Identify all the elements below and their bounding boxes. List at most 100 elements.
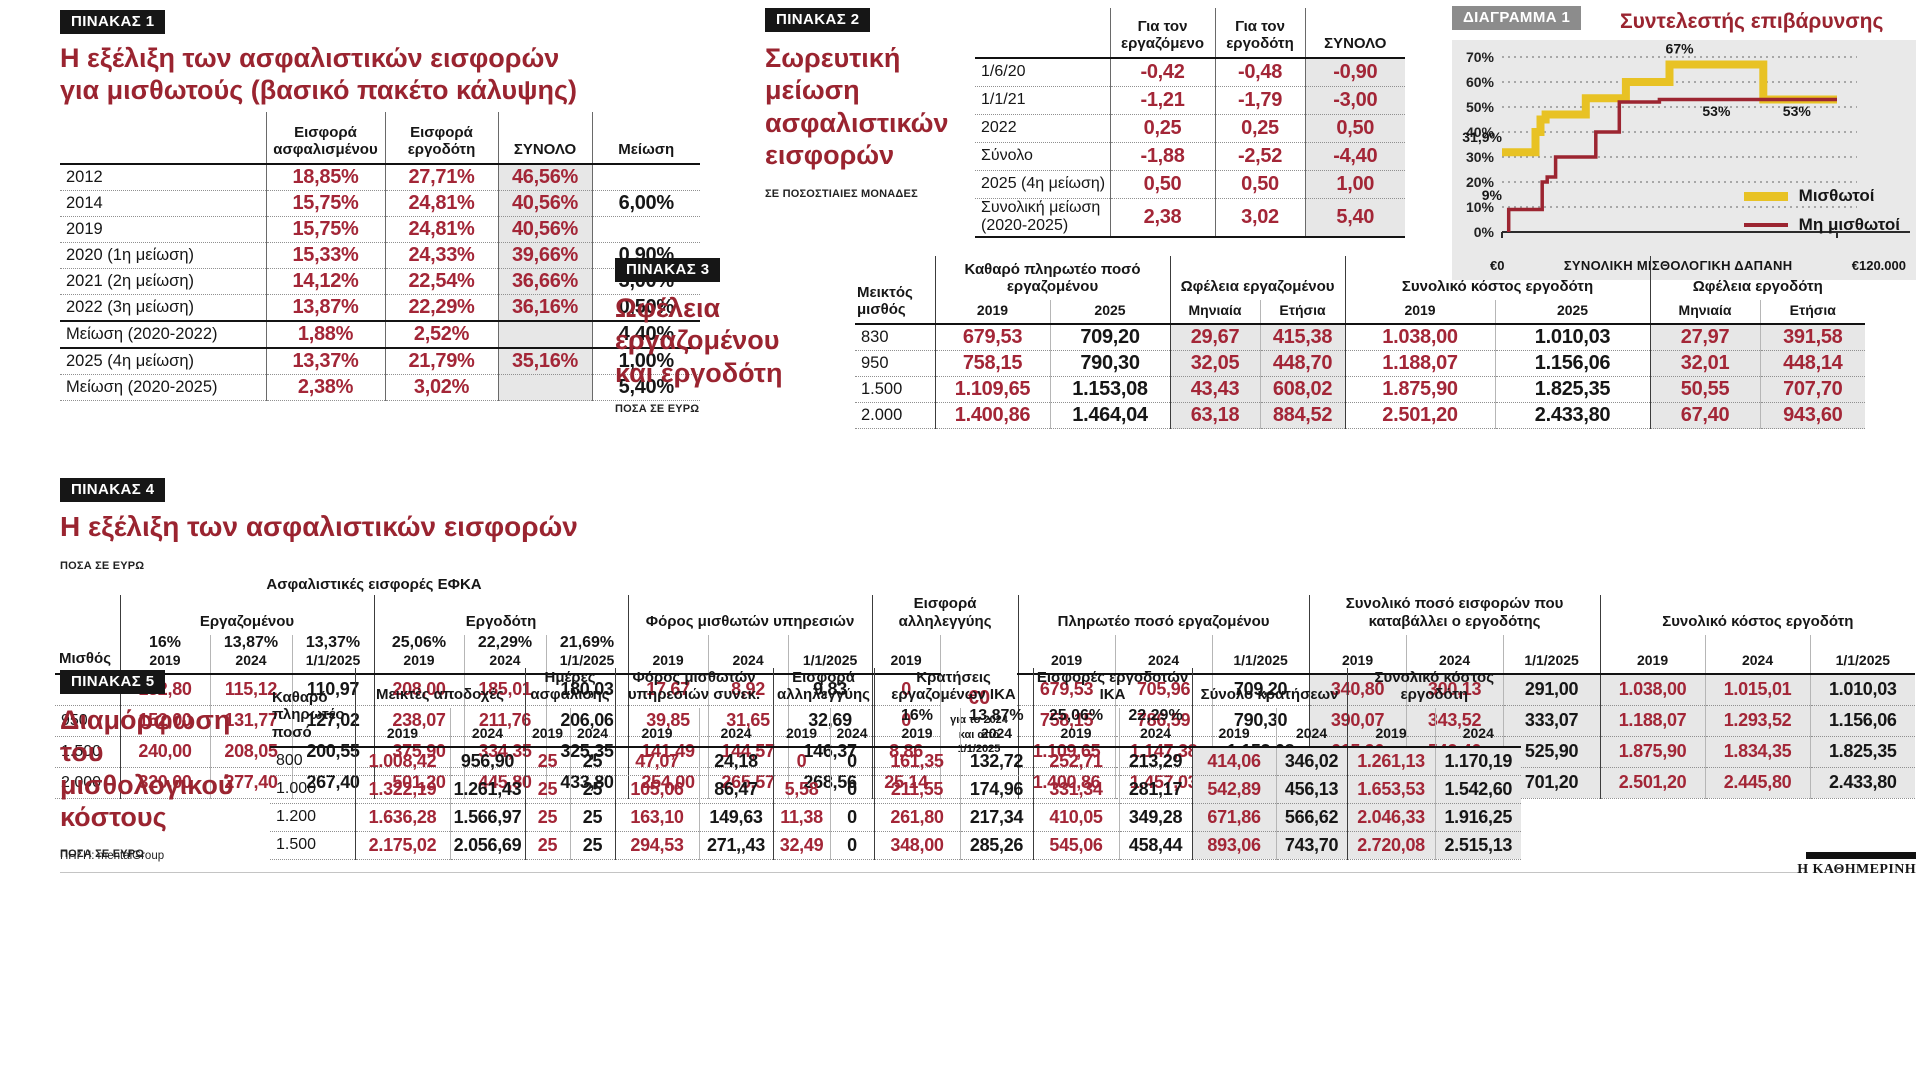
- cell: 346,02: [1275, 746, 1348, 776]
- group-employer: Εργοδότη: [373, 595, 629, 635]
- cell-insured: 1,88%: [265, 320, 385, 349]
- row-label: 1.000: [270, 775, 355, 804]
- cell-reduction: 6,00%: [591, 190, 700, 217]
- header-for-employer: Για τον εργοδότη: [1214, 8, 1305, 59]
- brand-logo: Η ΚΑΘΗΜΕΡΙΝΗ: [1797, 862, 1916, 877]
- cell-total: 40,56%: [497, 190, 592, 217]
- row-label: 2022: [975, 114, 1110, 143]
- cell: 414,06: [1191, 746, 1277, 776]
- group-employee-ika: Κρατήσεις εργαζομένων ΙΚΑ: [873, 668, 1034, 708]
- table5-wrap: Καθαρό πληρωτέο ποσό Μεικτές αποδοχές Ημ…: [270, 668, 1522, 860]
- header-col: 13,87% 2024: [959, 707, 1034, 748]
- cell: 943,60: [1759, 402, 1866, 429]
- svg-text:67%: 67%: [1666, 40, 1695, 56]
- cell-employer: 21,79%: [384, 347, 498, 375]
- cell-employee: -0,42: [1109, 58, 1215, 87]
- group-payroll-tax: Φόρος μισθωτών υπηρεσιών: [627, 595, 873, 635]
- table-row: 2022 0,25 0,25 0,50: [975, 114, 1405, 143]
- header-pct: 13,37%: [305, 633, 361, 651]
- row-label: 2.000: [55, 767, 120, 799]
- cell: 1.153,08: [1049, 376, 1171, 403]
- cell-employer: -1,79: [1214, 86, 1305, 115]
- header-insured: Εισφορά ασφαλισμένου: [265, 112, 385, 165]
- group-net-payable: Πληρωτέο ποσό εργαζομένου: [1017, 595, 1310, 635]
- cell: 213,29: [1118, 746, 1193, 776]
- cell: 1.038,00: [1599, 673, 1706, 706]
- table5-title-line1: Διαμόρφωση: [60, 705, 231, 735]
- header-year: 2019: [1636, 651, 1669, 668]
- cell-insured: 14,12%: [265, 268, 385, 295]
- table1-header-block: ΠΙΝΑΚΑΣ 1 Η εξέλιξη των ασφαλιστικών εισ…: [60, 10, 680, 107]
- chart-panel: 0% 10% 20% 30% 40% 50% 60% 70% 31,9% 9% 67% 53% 53% …: [1452, 40, 1916, 280]
- cell: 161,35: [873, 746, 961, 776]
- diagram1-section: ΔΙΑΓΡΑΜΜΑ 1 Συντελεστής επιβάρυνσης 0% 10…: [1452, 6, 1916, 280]
- table3-badge: ΠΙΝΑΚΑΣ 3: [615, 258, 721, 282]
- cell: 448,70: [1259, 350, 1346, 377]
- cell: 25: [569, 803, 616, 832]
- header-salary: Μισθός: [55, 576, 120, 675]
- table-row: Συνολική μείωση (2020-2025) 2,38 3,02 5,…: [975, 198, 1405, 238]
- cell-employer: 3,02%: [384, 374, 498, 401]
- cell: 1.825,35: [1494, 376, 1651, 403]
- svg-text:53%: 53%: [1783, 103, 1812, 119]
- cell: 105,06: [614, 775, 700, 804]
- table-row: Μείωση (2020-2022) 1,88% 2,52% 4,40%: [60, 320, 700, 349]
- table1-title-line1: Η εξέλιξη των ασφαλιστικών εισφορών: [60, 43, 560, 73]
- table2-subtitle: ΣΕ ΠΟΣΟΣΤΙΑΙΕΣ ΜΟΝΑΔΕΣ: [765, 187, 918, 200]
- cell: 743,70: [1275, 831, 1348, 860]
- cell: 331,34: [1032, 775, 1120, 804]
- group-header-row: Μεικτός μισθός Καθαρό πληρωτέο ποσό εργα…: [855, 256, 1866, 325]
- header-col: 2019: [1017, 634, 1116, 675]
- row-label: 830: [855, 324, 935, 351]
- header-pct: 16%: [148, 633, 182, 651]
- row-label: 2025 (4η μείωση): [60, 347, 266, 375]
- cell-employer: -0,48: [1214, 58, 1305, 87]
- cell: 11,38: [772, 803, 831, 832]
- group-employer-cost: Συνολικό κόστος εργοδότη: [1344, 256, 1651, 300]
- cell: 1.293,52: [1704, 705, 1811, 737]
- header-total: ΣΥΝΟΛΟ: [1304, 8, 1405, 59]
- cell: 67,40: [1649, 402, 1761, 429]
- cell-employee: 0,50: [1109, 170, 1215, 199]
- svg-text:31,9%: 31,9%: [1462, 129, 1502, 145]
- legend-item-salaried: Μισθωτοί: [1743, 186, 1900, 206]
- row-label: 1/6/20: [975, 58, 1110, 87]
- cell-insured: 13,37%: [265, 347, 385, 375]
- cell-total: 46,56%: [497, 164, 592, 191]
- cell-reduction: [591, 164, 700, 191]
- table3-wrap: Μεικτός μισθός Καθαρό πληρωτέο ποσό εργα…: [855, 256, 1866, 429]
- legend-swatch-yellow: [1743, 191, 1788, 201]
- header-col: 2024: [1275, 708, 1348, 748]
- table2-badge: ΠΙΝΑΚΑΣ 2: [765, 8, 871, 32]
- row-label: 800: [270, 746, 355, 776]
- cell: 790,30: [1049, 350, 1171, 377]
- cell-total: [497, 320, 592, 349]
- table5-subtitle: ΠΟΣΑ ΣΕ ΕΥΡΩ: [60, 847, 145, 860]
- header-col: 2024: [449, 708, 526, 748]
- cell: 2.720,08: [1346, 831, 1436, 860]
- header-year: 2024: [1438, 651, 1471, 668]
- header-year: 2024: [836, 724, 868, 741]
- table2-body: 1/6/20 -0,42 -0,48 -0,90 1/1/21 -1,21 -1…: [975, 58, 1405, 238]
- row-label: 2014: [60, 190, 266, 217]
- cumulative-reduction-table: Για τον εργαζόμενο Για τον εργοδότη ΣΥΝΟ…: [975, 8, 1405, 238]
- row-label: 2025 (4η μείωση): [975, 170, 1110, 199]
- header-year: 2024: [1147, 651, 1180, 668]
- header-year: 2024: [489, 651, 521, 668]
- header-year: 2019: [1341, 651, 1374, 668]
- cell-total: 39,66%: [497, 242, 592, 269]
- cell: 893,06: [1191, 831, 1277, 860]
- header-year: 2024: [1139, 724, 1172, 741]
- header-col: 1/1/2025: [1211, 634, 1310, 675]
- svg-text:20%: 20%: [1466, 174, 1495, 190]
- cell-total: -4,40: [1304, 142, 1405, 171]
- svg-text:53%: 53%: [1702, 103, 1731, 119]
- table3-title: Ωφέλεια εργαζομένου και εργοδότη: [615, 292, 840, 389]
- cell: 0: [829, 746, 875, 776]
- cell: 758,15: [934, 350, 1050, 377]
- cell-employer: 24,81%: [384, 190, 498, 217]
- table4-title: Η εξέλιξη των ασφαλιστικών εισφορών: [60, 511, 578, 542]
- spacer: [628, 576, 872, 595]
- row-label: 1.200: [270, 803, 355, 832]
- cell: 320,00: [119, 767, 210, 799]
